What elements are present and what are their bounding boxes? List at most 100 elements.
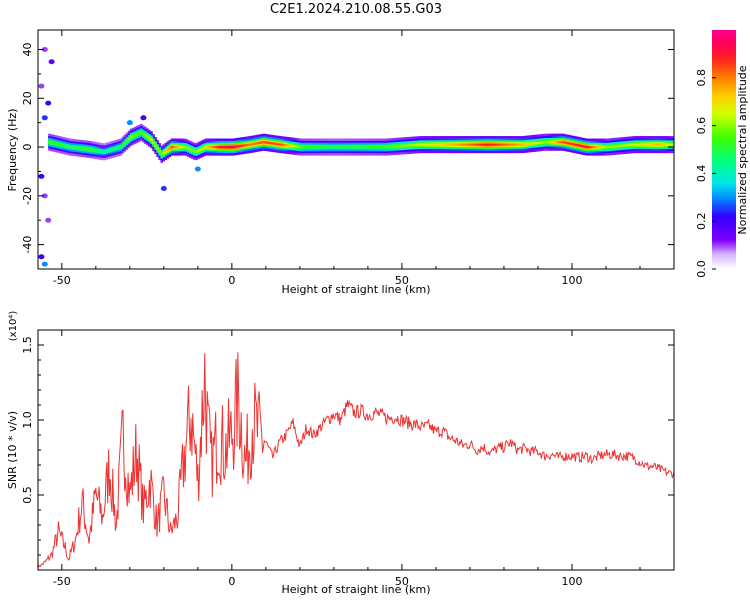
heatmap-cell (552, 141, 555, 144)
colorbar-label: Normalized spectral amplitude (736, 65, 749, 234)
heatmap-cell (103, 150, 106, 153)
heatmap-cell (460, 143, 463, 146)
heatmap-cell (270, 142, 274, 145)
colorbar: 0.0 0.2 0.4 0.6 0.8 Normalized spectral ampl… (695, 30, 749, 278)
heatmap-cell (503, 143, 506, 146)
heatmap-cell (248, 143, 251, 146)
colorbar-tick-label: 0.4 (695, 165, 708, 183)
heatmap-cell (340, 145, 343, 149)
heatmap-noise-cell (41, 261, 48, 267)
heatmap-cell (133, 134, 137, 137)
line-plot-area (38, 330, 674, 570)
heatmap-cell (417, 143, 421, 146)
heatmap-cell (348, 145, 351, 149)
heatmap-cell (599, 145, 602, 149)
heatmap-cell (478, 143, 482, 146)
heatmap-cell (68, 145, 72, 149)
heatmap-cell (562, 141, 565, 144)
heatmap-cell (70, 146, 74, 149)
heatmap-cell (242, 144, 245, 147)
heatmap-cell (48, 141, 51, 144)
heatmap-cell (605, 145, 608, 149)
heatmap-cell (395, 145, 398, 148)
heatmap-cell (662, 143, 665, 146)
heatmap-cell (570, 142, 574, 146)
heatmap-cell (566, 142, 570, 145)
heatmap-cell (580, 144, 584, 148)
heatmap-cell (209, 145, 212, 149)
heatmap-cell (368, 145, 372, 149)
heatmap-cell (229, 145, 233, 149)
heatmap-cell (384, 145, 388, 149)
heatmap-cell (280, 143, 284, 146)
heatmap-cell (531, 142, 535, 145)
heatmap-cell (72, 146, 76, 149)
page-title: C2E1.2024.210.08.55.G03 (269, 2, 443, 17)
heatmap-noise-cell (38, 254, 45, 260)
heatmap-cell (307, 145, 310, 149)
heatmap-cell (268, 141, 272, 145)
heatmap-cell (617, 144, 621, 148)
heatmap-cell (317, 145, 321, 149)
heatmap-cell (358, 145, 361, 149)
heatmap-cell (223, 145, 227, 149)
heatmap-cell (431, 143, 435, 146)
heatmap-cell (464, 143, 468, 146)
heatmap-cell (337, 145, 341, 149)
heatmap-cell (391, 145, 394, 148)
heatmap-cell (476, 143, 480, 146)
line-x-ticks: -50 0 50 100 (53, 330, 675, 588)
heatmap-cell (111, 148, 115, 151)
colorbar-tick-label: 0.0 (695, 260, 708, 278)
heatmap-cell (282, 143, 286, 147)
line-y-multiplier: (x10⁴) (8, 311, 19, 342)
heatmap-cell (260, 141, 263, 144)
heatmap-cell (162, 151, 166, 155)
heatmap-cell (507, 143, 510, 146)
heatmap-cell (513, 143, 517, 146)
heatmap-cell (78, 147, 82, 150)
heatmap-cell (523, 143, 527, 146)
heatmap-cell (127, 138, 131, 141)
heatmap-y-tick-label: -20 (21, 187, 34, 205)
heatmap-cell (97, 149, 100, 153)
heatmap-cell (150, 138, 153, 141)
heatmap-cell (164, 150, 168, 153)
line-x-tick-label: -50 (53, 575, 71, 588)
heatmap-cell (207, 145, 210, 149)
heatmap-cell (501, 143, 504, 146)
heatmap-cell (521, 143, 525, 146)
heatmap-cell (115, 147, 119, 150)
heatmap-cell (413, 143, 417, 147)
heatmap-cell (421, 143, 425, 146)
heatmap-cell (284, 144, 288, 147)
heatmap-cell (354, 145, 357, 149)
heatmap-x-axis-label: Height of straight line (km) (281, 283, 430, 296)
heatmap-cell (105, 150, 108, 153)
heatmap-cell (388, 145, 392, 148)
heatmap-cell (437, 143, 441, 146)
heatmap-cell (519, 143, 523, 146)
heatmap-cell (62, 144, 66, 147)
heatmap-cell (586, 145, 590, 149)
heatmap-cell (593, 145, 596, 149)
heatmap-cell (425, 143, 429, 146)
heatmap-cell (235, 145, 239, 148)
heatmap-cell (58, 143, 61, 146)
heatmap-cell (176, 145, 180, 149)
heatmap-cell (401, 144, 404, 147)
heatmap-cell (609, 145, 612, 148)
heatmap-cell (323, 145, 327, 149)
heatmap-cell (272, 142, 276, 145)
heatmap-cell (244, 144, 247, 147)
heatmap-cell (99, 150, 102, 153)
heatmap-y-tick-label: 0 (21, 144, 34, 151)
heatmap-cell (221, 145, 225, 149)
heatmap-noise-cell (38, 173, 45, 179)
heatmap-y-axis-label: Frequency (Hz) (6, 109, 19, 192)
heatmap-cell (174, 145, 178, 149)
heatmap-cell (393, 145, 396, 148)
heatmap-cell (515, 143, 519, 146)
line-x-tick-label: 100 (561, 575, 582, 588)
heatmap-cell (156, 147, 159, 150)
